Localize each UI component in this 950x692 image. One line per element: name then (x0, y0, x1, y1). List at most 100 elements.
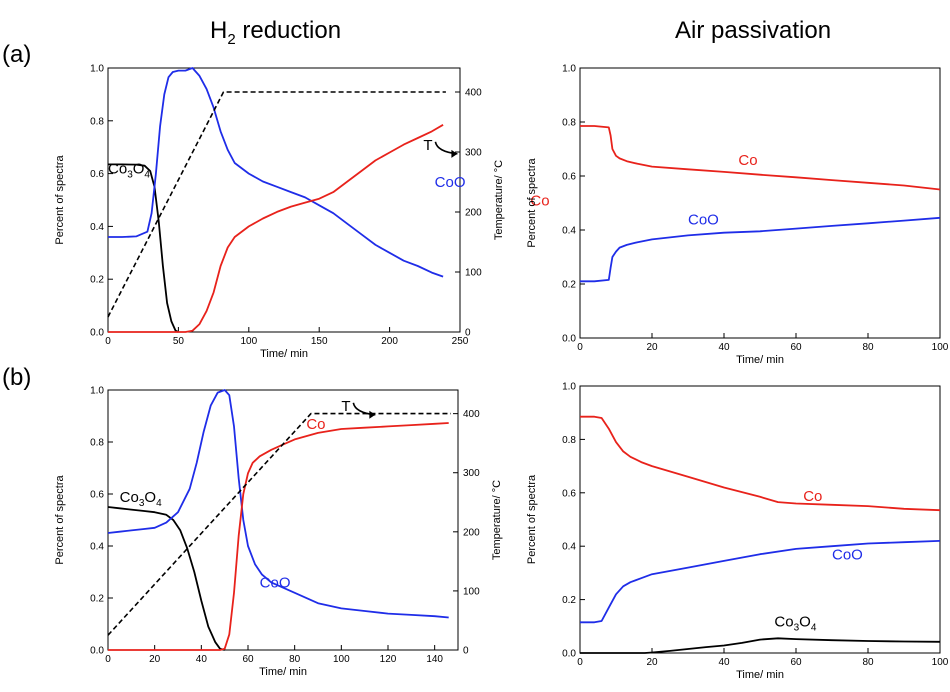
series-line-t (107, 91, 446, 318)
y-axis-label: Percent of spectra (54, 474, 66, 564)
y-tick-label: 0.4 (90, 222, 104, 233)
series-line-co (108, 124, 444, 333)
y-tick-label: 1.0 (90, 64, 104, 75)
x-tick-label: 0 (577, 657, 583, 668)
y2-tick-label: 0 (463, 646, 469, 657)
arrow-head-icon (451, 149, 458, 158)
y-axis-label: Percent of spectra (54, 154, 66, 244)
x-tick-label: 100 (932, 342, 949, 353)
series-label-co: Co (738, 152, 757, 169)
y2-tick-label: 200 (463, 527, 480, 538)
y-tick-label: 0.8 (90, 438, 104, 449)
y-tick-label: 0.4 (562, 542, 576, 553)
y-tick-label: 1.0 (562, 382, 576, 393)
x-axis-label: Time/ min (259, 666, 307, 678)
y2-tick-label: 200 (465, 208, 482, 219)
x-tick-label: 250 (452, 336, 469, 347)
y-tick-label: 0.2 (562, 280, 576, 291)
series-label-co: Co (530, 192, 549, 209)
y-tick-label: 1.0 (562, 64, 576, 75)
header-h2-reduction: H2 reduction (210, 17, 341, 48)
y-tick-label: 0.2 (90, 275, 104, 286)
y-tick-label: 0.6 (562, 172, 576, 183)
series-line-coo (108, 67, 444, 278)
y2-tick-label: 300 (463, 468, 480, 479)
x-tick-label: 20 (646, 657, 658, 668)
x-tick-label: 0 (577, 342, 583, 353)
x-tick-label: 40 (718, 657, 730, 668)
series-label-coo: CoO (435, 174, 466, 191)
x-tick-label: 80 (289, 654, 301, 665)
series-line-coo (580, 540, 941, 624)
series-label-co3o4: Co3O4 (120, 489, 162, 509)
y2-axis-label: Temperature/ °C (491, 480, 503, 560)
series-line-co3o4 (107, 506, 225, 651)
series-line-t (107, 412, 451, 636)
series-line-co3o4 (108, 163, 179, 333)
x-tick-label: 20 (149, 654, 161, 665)
series-label-coo: CoO (832, 547, 863, 564)
series-line-co (108, 422, 449, 651)
y2-tick-label: 100 (463, 586, 480, 597)
chart-b-h2-reduction: 0 20 40 60 80 100 120 140 0.0 0.2 0.4 0.6 0.8 1.0 0 100… (54, 386, 503, 679)
plot-frame (579, 385, 941, 654)
panel-label-b: (b) (2, 364, 31, 391)
x-tick-label: 60 (242, 654, 254, 665)
series-label-co: Co (803, 488, 822, 505)
y2-axis-label: Temperature/ °C (493, 160, 505, 240)
x-tick-label: 0 (105, 654, 111, 665)
y-tick-label: 0.6 (562, 488, 576, 499)
x-axis-label: Time/ min (260, 348, 308, 360)
x-tick-label: 120 (380, 654, 397, 665)
x-tick-label: 100 (932, 657, 949, 668)
y-tick-label: 0.6 (90, 490, 104, 501)
y2-tick-label: 0 (465, 328, 471, 339)
chart-a-h2-reduction: 0 50 100 150 200 250 0.0 0.2 0.4 0.6 0.8 1.0 0 100 200… (54, 64, 550, 361)
series-line-co (580, 415, 941, 512)
y-tick-label: 0.0 (90, 328, 104, 339)
x-axis-label: Time/ min (736, 669, 784, 681)
y-axis-label: Percent of spectra (526, 474, 538, 564)
y-tick-label: 0.6 (90, 169, 104, 180)
y-axis-label: Percent of spectra (526, 157, 538, 247)
series-label-coo: CoO (688, 212, 719, 229)
x-tick-label: 100 (333, 654, 350, 665)
y2-tick-label: 300 (465, 148, 482, 159)
x-tick-label: 60 (790, 342, 802, 353)
y-tick-label: 0.8 (90, 116, 104, 127)
series-label-coo: CoO (260, 575, 291, 592)
x-tick-label: 80 (862, 342, 874, 353)
x-tick-label: 150 (311, 336, 328, 347)
y-tick-label: 0.2 (562, 595, 576, 606)
series-line-co3o4 (580, 637, 941, 654)
x-tick-label: 100 (240, 336, 257, 347)
x-tick-label: 40 (196, 654, 208, 665)
x-tick-label: 80 (862, 657, 874, 668)
x-tick-label: 140 (426, 654, 443, 665)
series-label-co3o4: Co3O4 (108, 161, 150, 181)
x-tick-label: 40 (718, 342, 730, 353)
y-tick-label: 0.8 (562, 118, 576, 129)
plot-frame (579, 67, 941, 339)
x-tick-label: 50 (173, 336, 185, 347)
series-label-co: Co (306, 416, 325, 433)
y-tick-label: 0.0 (90, 646, 104, 657)
series-line-coo (580, 216, 941, 283)
y2-tick-label: 400 (465, 88, 482, 99)
series-label-t: T (341, 398, 350, 415)
y2-tick-label: 400 (463, 409, 480, 420)
y-tick-label: 1.0 (90, 386, 104, 397)
chart-b-air-passivation: 0 20 40 60 80 100 0.0 0.2 0.4 0.6 0.8 1.0 Time/ min P… (526, 382, 949, 682)
x-tick-label: 0 (105, 336, 111, 347)
y-tick-label: 0.2 (90, 594, 104, 605)
arrow-head-icon (369, 410, 376, 419)
x-axis-label: Time/ min (736, 354, 784, 366)
y-tick-label: 0.0 (562, 649, 576, 660)
panel-label-a: (a) (2, 41, 31, 68)
x-tick-label: 200 (381, 336, 398, 347)
plot-frame (107, 389, 459, 651)
x-tick-label: 20 (646, 342, 658, 353)
series-label-co3o4: Co3O4 (774, 613, 816, 633)
series-line-coo (107, 389, 449, 619)
